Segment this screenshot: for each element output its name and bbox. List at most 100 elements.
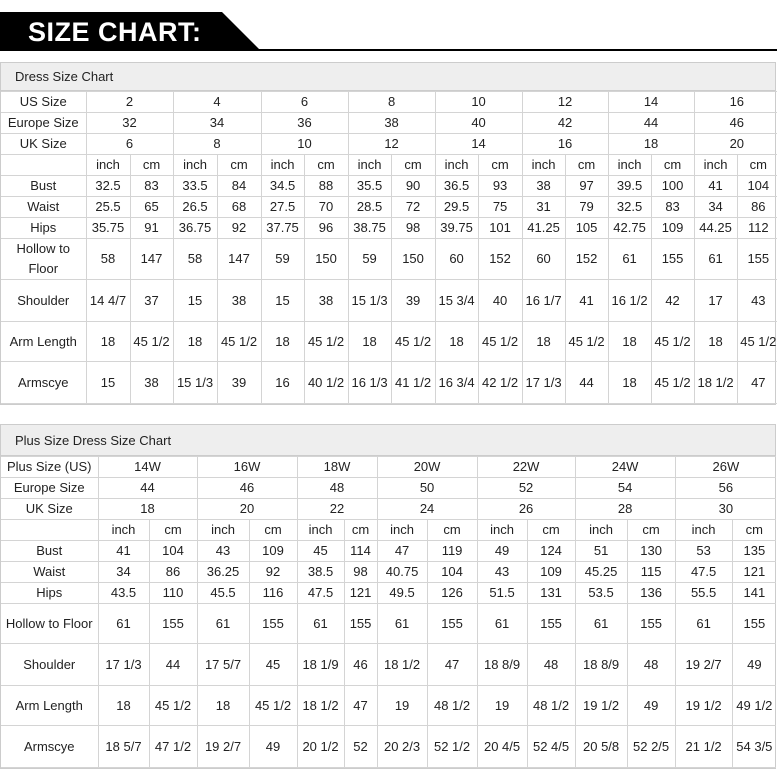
- value-cell: 45 1/2: [148, 685, 198, 726]
- unit-cell: cm: [343, 519, 378, 541]
- value-cell: 47.5: [296, 582, 345, 604]
- table-row: Bust 32.5 83 33.5 84 34.5 88 35.5 90 36.5 93 38 97 39…: [1, 175, 777, 197]
- value-cell: 45 1/2: [736, 321, 777, 362]
- size-cell: 50: [376, 477, 478, 499]
- value-cell: 61: [476, 603, 528, 644]
- value-cell: 93: [477, 175, 523, 197]
- value-cell: 20 1/2: [296, 725, 345, 768]
- table-row: Hips 35.75 91 36.75 92 37.75 96 38.75 98 39.75 101…: [1, 217, 777, 239]
- value-cell: 18 8/9: [476, 643, 528, 686]
- value-cell: 38: [216, 279, 262, 322]
- value-cell: 39: [216, 361, 262, 404]
- value-cell: 86: [148, 561, 198, 583]
- value-cell: 39.5: [607, 175, 652, 197]
- unit-cell: inch: [296, 519, 345, 541]
- row-label: Armscye: [1, 361, 87, 404]
- value-cell: 150: [390, 238, 436, 280]
- table-row: Waist 34 86 36.25 92 38.5 98 40.75 104 43 109 45.25…: [1, 561, 777, 583]
- value-cell: 38: [521, 175, 566, 197]
- unit-cell: inch: [434, 154, 479, 176]
- value-cell: 25.5: [85, 196, 131, 218]
- size-cell: 26W: [674, 456, 777, 478]
- value-cell: 17 5/7: [196, 643, 250, 686]
- value-cell: 47.5: [674, 561, 733, 583]
- unit-cell: inch: [347, 154, 392, 176]
- value-cell: 58: [172, 238, 218, 280]
- value-cell: 20 2/3: [376, 725, 428, 768]
- table-row: Armscye 15 38 15 1/3 39 16 40 1/2 16 1/3 41 1/2 1…: [1, 361, 777, 404]
- value-cell: 49: [626, 685, 676, 726]
- table-row: Arm Length 18 45 1/2 18 45 1/2 18 1/2 47 19 48 1…: [1, 685, 777, 726]
- table-row: US Size 2 4 6 8 10 12 14 16: [1, 91, 777, 113]
- size-cell: 26: [476, 498, 576, 520]
- value-cell: 55.5: [674, 582, 733, 604]
- value-cell: 92: [216, 217, 262, 239]
- size-cell: 18: [607, 133, 695, 155]
- size-cell: 44: [607, 112, 695, 134]
- size-cell: 30: [674, 498, 777, 520]
- value-cell: 42 1/2: [477, 361, 523, 404]
- value-cell: 52: [343, 725, 378, 768]
- value-cell: 155: [736, 238, 777, 280]
- row-label: Shoulder: [1, 279, 87, 322]
- row-label: Arm Length: [1, 685, 99, 726]
- value-cell: 18 5/7: [97, 725, 150, 768]
- value-cell: 16 3/4: [434, 361, 479, 404]
- value-cell: 31: [521, 196, 566, 218]
- value-cell: 15 1/3: [347, 279, 392, 322]
- value-cell: 16 1/2: [607, 279, 652, 322]
- value-cell: 155: [148, 603, 198, 644]
- value-cell: 18: [607, 321, 652, 362]
- value-cell: 52 4/5: [526, 725, 576, 768]
- blank-cell: [1, 519, 99, 541]
- value-cell: 38: [129, 361, 174, 404]
- value-cell: 48: [526, 643, 576, 686]
- size-cell: 20W: [376, 456, 478, 478]
- value-cell: 155: [650, 238, 695, 280]
- value-cell: 27.5: [260, 196, 305, 218]
- value-cell: 68: [216, 196, 262, 218]
- value-cell: 15: [85, 361, 131, 404]
- value-cell: 17: [693, 279, 738, 322]
- value-cell: 98: [390, 217, 436, 239]
- value-cell: 53: [674, 540, 733, 562]
- value-cell: 38.5: [296, 561, 345, 583]
- value-cell: 61: [296, 603, 345, 644]
- value-cell: 60: [434, 238, 479, 280]
- value-cell: 39: [390, 279, 436, 322]
- value-cell: 86: [736, 196, 777, 218]
- size-cell: 18W: [296, 456, 378, 478]
- value-cell: 37.75: [260, 217, 305, 239]
- unit-cell: cm: [526, 519, 576, 541]
- value-cell: 54 3/5: [731, 725, 777, 768]
- size-cell: 20: [693, 133, 777, 155]
- table-row: UK Size 18 20 22 24 26 28 30: [1, 498, 777, 520]
- size-cell: 24W: [574, 456, 676, 478]
- value-cell: 61: [97, 603, 150, 644]
- value-cell: 152: [477, 238, 523, 280]
- value-cell: 155: [248, 603, 298, 644]
- row-label: US Size: [1, 91, 87, 113]
- value-cell: 36.25: [196, 561, 250, 583]
- value-cell: 45 1/2: [477, 321, 523, 362]
- value-cell: 32.5: [607, 196, 652, 218]
- value-cell: 97: [564, 175, 609, 197]
- value-cell: 147: [129, 238, 174, 280]
- table-row: Waist 25.5 65 26.5 68 27.5 70 28.5 72 29.5 75 31 79 3…: [1, 196, 777, 218]
- value-cell: 20 4/5: [476, 725, 528, 768]
- value-cell: 49: [476, 540, 528, 562]
- value-cell: 84: [216, 175, 262, 197]
- value-cell: 41: [97, 540, 150, 562]
- size-cell: 14W: [97, 456, 198, 478]
- value-cell: 18: [521, 321, 566, 362]
- row-label: Plus Size (US): [1, 456, 99, 478]
- value-cell: 150: [303, 238, 349, 280]
- value-cell: 18: [172, 321, 218, 362]
- value-cell: 61: [607, 238, 652, 280]
- table-title: Dress Size Chart: [1, 63, 775, 91]
- value-cell: 59: [347, 238, 392, 280]
- unit-cell: inch: [693, 154, 738, 176]
- size-cell: 2: [85, 91, 174, 113]
- value-cell: 61: [196, 603, 250, 644]
